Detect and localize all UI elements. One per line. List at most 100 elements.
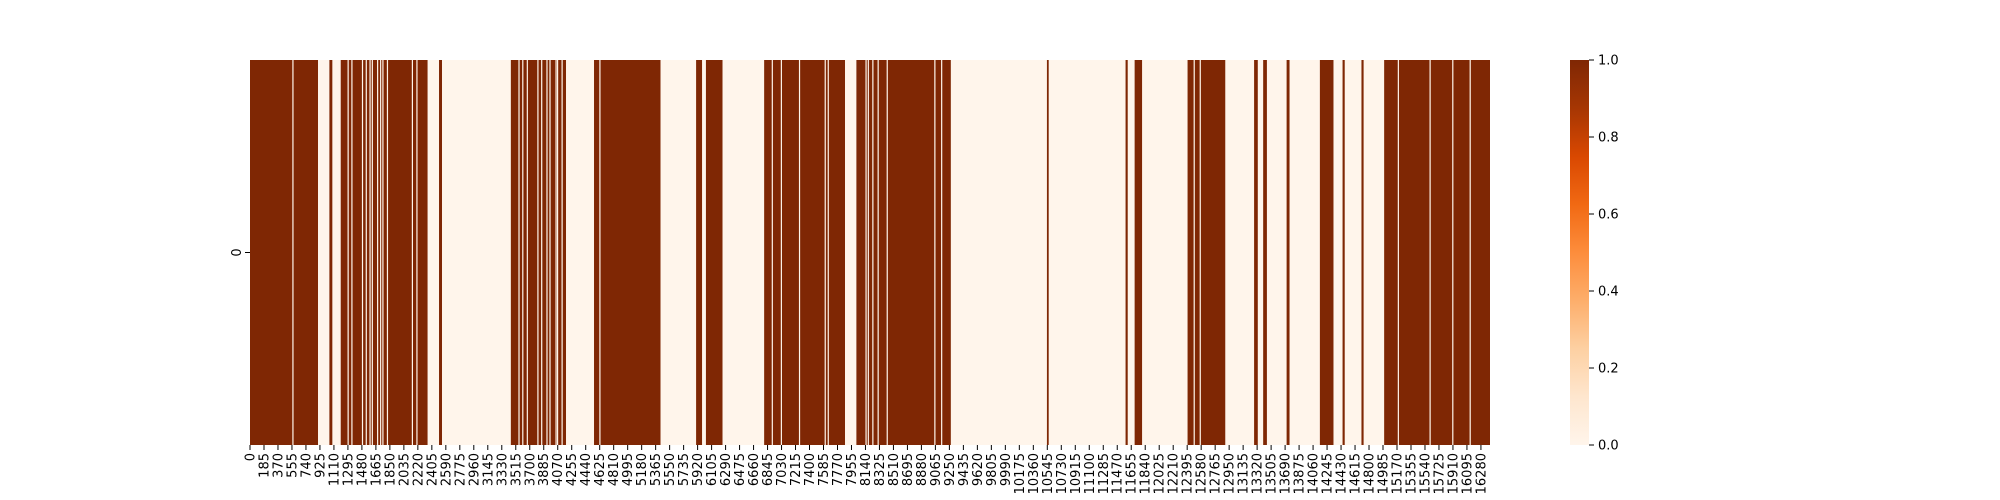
x-tick-label: 16095: [1460, 453, 1475, 494]
heatmap-cell-gap: [537, 60, 539, 445]
heatmap-cell: [950, 60, 1047, 445]
x-tick-label: 16280: [1474, 453, 1489, 494]
x-tick-label: 5365: [649, 453, 664, 486]
x-tick-label: 7955: [845, 453, 860, 486]
colorbar-axis: 0.0 0.2 0.4 0.6 0.8 1.0: [1589, 54, 1619, 454]
x-tick-label: 1480: [355, 453, 370, 486]
x-tick-label: 5550: [663, 453, 678, 486]
heatmap-cell-gap: [361, 60, 364, 445]
x-tick-label: 6845: [761, 453, 776, 486]
heatmap-cell: [1048, 60, 1126, 445]
heatmap-cell-gap: [555, 60, 557, 445]
x-tick-label: 1110: [327, 453, 342, 486]
x-tick-label: 9435: [957, 453, 972, 486]
heatmap-cell: [1286, 60, 1290, 445]
heatmap-cell-gap: [1452, 60, 1454, 445]
x-tick-label: 13320: [1251, 453, 1266, 494]
x-tick-label: 2960: [467, 453, 482, 486]
heatmap-cell-gap: [347, 60, 349, 445]
heatmap-cell: [1342, 60, 1345, 445]
x-tick-label: 12025: [1153, 453, 1168, 494]
heatmap-cell-gap: [351, 60, 353, 445]
heatmap-cell-gap: [292, 60, 294, 445]
x-tick-label: 3330: [495, 453, 510, 486]
heatmap-cell: [439, 60, 443, 445]
heatmap-cell-gap: [1397, 60, 1399, 445]
heatmap-cell: [1125, 60, 1128, 445]
x-tick-label: 6105: [705, 453, 720, 486]
heatmap-cell-gap: [546, 60, 548, 445]
x-tick-label: 12950: [1223, 453, 1238, 494]
heatmap-cell: [722, 60, 765, 445]
heatmap-cell-gap: [549, 60, 551, 445]
y-tick-label: 0: [230, 248, 245, 256]
x-tick-label: 10915: [1069, 453, 1084, 494]
x-tick-label: 4810: [607, 453, 622, 486]
x-tick-label: 5735: [677, 453, 692, 486]
x-tick-label: 11470: [1111, 453, 1126, 494]
heatmap-cell: [1361, 60, 1364, 445]
heatmap-cell-gap: [371, 60, 373, 445]
x-tick-label: 4070: [551, 453, 566, 486]
x-tick-label: 14985: [1377, 453, 1392, 494]
x-tick-label: 2405: [425, 453, 440, 486]
x-tick-label: 14245: [1321, 453, 1336, 494]
heatmap-cell-gap: [865, 60, 867, 445]
x-tick-label: 7400: [803, 453, 818, 486]
x-tick-label: 6290: [719, 453, 734, 486]
heatmap-cell-gap: [365, 60, 367, 445]
heatmap-cell: [764, 60, 846, 445]
x-tick-label: 12210: [1167, 453, 1182, 494]
heatmap-cell: [660, 60, 697, 445]
x-tick-label: 14060: [1307, 453, 1322, 494]
heatmap-cell: [566, 60, 595, 445]
heatmap-cell: [250, 60, 319, 445]
x-axis: 0185370555740925111012951480166518502035…: [244, 445, 1489, 494]
x-tick-label: 7215: [789, 453, 804, 486]
x-tick-label: 1295: [341, 453, 356, 486]
colorbar-tick-label: 0.0: [1598, 439, 1619, 454]
x-tick-label: 925: [313, 453, 328, 478]
heatmap-cell: [594, 60, 661, 445]
x-tick-label: 9620: [971, 453, 986, 486]
x-tick-label: 2220: [411, 453, 426, 486]
x-tick-label: 2035: [397, 453, 412, 486]
x-tick-label: 9250: [943, 453, 958, 486]
heatmap-cell: [1363, 60, 1385, 445]
x-tick-label: 8140: [859, 453, 874, 486]
heatmap-cell-gap: [1469, 60, 1471, 445]
heatmap-cell: [1263, 60, 1267, 445]
heatmap-cell-gap: [416, 60, 418, 445]
heatmap-cell: [1333, 60, 1343, 445]
heatmap-cell-gap: [872, 60, 874, 445]
x-tick-label: 9990: [999, 453, 1014, 486]
heatmap-cell: [318, 60, 330, 445]
x-tick-label: 15910: [1446, 453, 1461, 494]
x-tick-label: 15725: [1432, 453, 1447, 494]
heatmap-cell-gap: [518, 60, 520, 445]
heatmap-cell-gap: [934, 60, 936, 445]
heatmap-cell: [340, 60, 428, 445]
heatmap-cell-gap: [941, 60, 943, 445]
x-tick-label: 0: [244, 453, 259, 461]
heatmap-cell: [1134, 60, 1143, 445]
heatmap-cell: [1257, 60, 1264, 445]
x-tick-label: 7770: [831, 453, 846, 486]
x-tick-label: 555: [285, 453, 300, 478]
heatmap-cell-gap: [541, 60, 543, 445]
y-axis: 0: [230, 248, 250, 257]
x-tick-label: 8695: [901, 453, 916, 486]
x-tick-label: 14800: [1363, 453, 1378, 494]
heatmap-cell: [856, 60, 951, 445]
colorbar-tick-label: 0.6: [1598, 208, 1619, 223]
heatmap-cell-gap: [411, 60, 413, 445]
heatmap-cell: [442, 60, 511, 445]
x-tick-label: 14430: [1335, 453, 1350, 494]
x-tick-label: 8510: [887, 453, 902, 486]
x-tick-label: 10545: [1041, 453, 1056, 494]
heatmap-cell-gap: [377, 60, 379, 445]
colorbar-tick-label: 0.2: [1598, 362, 1619, 377]
x-tick-label: 2590: [439, 453, 454, 486]
heatmap-cell: [1046, 60, 1049, 445]
heatmap-cell-gap: [798, 60, 801, 445]
